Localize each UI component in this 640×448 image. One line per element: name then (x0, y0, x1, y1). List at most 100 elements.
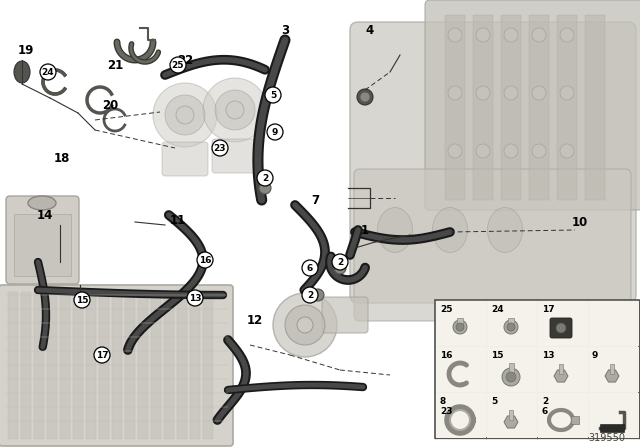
Text: 9: 9 (592, 351, 598, 360)
Text: 21: 21 (107, 59, 123, 72)
Text: 2: 2 (542, 397, 548, 406)
FancyBboxPatch shape (212, 139, 258, 173)
Circle shape (302, 287, 318, 303)
Text: 17: 17 (96, 350, 108, 359)
Bar (589, 301, 639, 345)
Text: 6: 6 (542, 407, 548, 416)
Ellipse shape (378, 207, 413, 253)
Circle shape (506, 372, 516, 382)
Text: 13: 13 (542, 351, 554, 360)
Text: 10: 10 (572, 215, 588, 228)
Circle shape (187, 290, 203, 306)
FancyBboxPatch shape (162, 142, 208, 176)
Circle shape (312, 289, 324, 301)
Circle shape (507, 323, 515, 331)
Text: 18: 18 (54, 151, 70, 164)
Circle shape (502, 368, 520, 386)
Circle shape (215, 90, 255, 130)
Text: 15: 15 (491, 351, 504, 360)
Bar (559, 364, 563, 374)
Circle shape (357, 89, 373, 105)
Text: 7: 7 (311, 194, 319, 207)
Bar (14, 214, 71, 276)
Circle shape (532, 86, 546, 100)
Ellipse shape (488, 207, 522, 253)
FancyBboxPatch shape (425, 0, 640, 210)
Bar (435, 300, 639, 438)
Circle shape (153, 83, 217, 147)
Bar (112, 292, 122, 439)
Bar (190, 292, 200, 439)
Bar (164, 292, 174, 439)
Bar (138, 292, 148, 439)
Circle shape (453, 320, 467, 334)
Text: 23: 23 (440, 407, 452, 416)
Bar (501, 15, 521, 200)
Bar (509, 363, 513, 379)
Circle shape (176, 106, 194, 124)
Text: 17: 17 (542, 305, 555, 314)
Circle shape (259, 182, 271, 194)
Polygon shape (554, 370, 568, 382)
Text: 4: 4 (366, 23, 374, 36)
Circle shape (165, 95, 205, 135)
Text: 2: 2 (337, 258, 343, 267)
Bar (589, 392, 639, 438)
Bar (47, 292, 57, 439)
Bar (99, 292, 109, 439)
Bar (435, 392, 486, 438)
Text: 2: 2 (262, 173, 268, 182)
Circle shape (170, 57, 186, 73)
Bar (589, 346, 639, 392)
Circle shape (302, 260, 318, 276)
Bar (177, 292, 187, 439)
Circle shape (560, 144, 574, 158)
Circle shape (74, 292, 90, 308)
Bar (538, 301, 588, 345)
Circle shape (504, 28, 518, 42)
Circle shape (332, 254, 348, 270)
Text: 20: 20 (102, 99, 118, 112)
Circle shape (504, 86, 518, 100)
FancyBboxPatch shape (550, 318, 572, 338)
Bar (457, 318, 463, 324)
Circle shape (560, 28, 574, 42)
Bar (473, 15, 493, 200)
Circle shape (212, 140, 228, 156)
Bar (125, 292, 135, 439)
Text: 13: 13 (189, 293, 201, 302)
Bar (538, 346, 588, 392)
Circle shape (265, 87, 281, 103)
FancyBboxPatch shape (6, 196, 79, 284)
Circle shape (456, 323, 464, 331)
Bar (21, 292, 31, 439)
Bar (610, 364, 614, 374)
Bar (509, 410, 513, 420)
Bar (8, 292, 18, 439)
Bar (435, 346, 486, 392)
FancyBboxPatch shape (350, 22, 636, 303)
Circle shape (226, 101, 244, 119)
Text: 5: 5 (491, 397, 497, 406)
Circle shape (273, 293, 337, 357)
Bar (557, 15, 577, 200)
Bar (486, 301, 536, 345)
Text: 23: 23 (214, 143, 227, 152)
Circle shape (257, 170, 273, 186)
Circle shape (448, 28, 462, 42)
Bar (585, 15, 605, 200)
Text: 319550: 319550 (588, 433, 625, 443)
Bar (486, 392, 536, 438)
Circle shape (448, 86, 462, 100)
Text: 22: 22 (177, 53, 193, 66)
Bar (529, 15, 549, 200)
Text: 24: 24 (42, 68, 54, 77)
Circle shape (334, 262, 346, 274)
Circle shape (297, 317, 313, 333)
Circle shape (504, 144, 518, 158)
Bar (34, 292, 44, 439)
Ellipse shape (14, 61, 30, 83)
Text: 19: 19 (18, 43, 34, 56)
Text: 16: 16 (199, 255, 211, 264)
Circle shape (476, 28, 490, 42)
